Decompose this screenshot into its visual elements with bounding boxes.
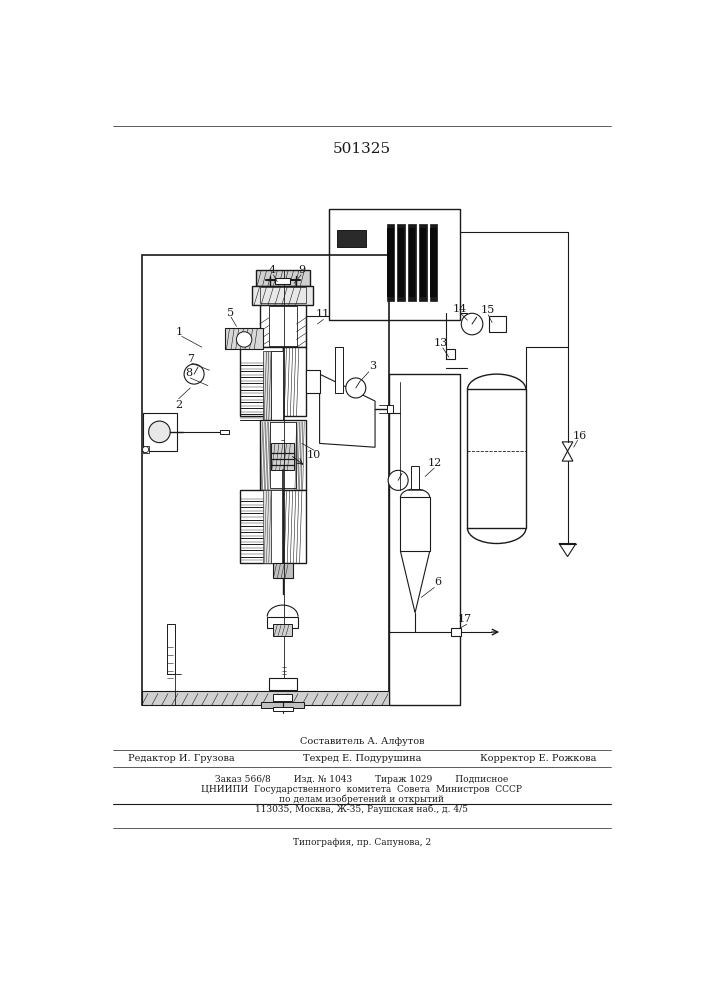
Bar [259,287,305,303]
Bar [305,370,320,393]
Bar [329,209,460,320]
Polygon shape [562,451,573,461]
Circle shape [346,378,366,398]
Bar [271,490,283,563]
Text: по делам изобретений и открытий: по делам изобретений и открытий [279,794,445,804]
Text: ЦНИИПИ  Государственного  комитета  Совета  Министров  СССР: ЦНИИПИ Государственного комитета Совета … [201,785,522,794]
Text: Типография, пр. Сапунова, 2: Типография, пр. Сапунова, 2 [293,838,431,847]
Text: 9: 9 [298,265,305,275]
Bar [273,563,293,578]
Text: 11: 11 [315,309,329,319]
Bar [446,349,455,359]
Bar [387,228,394,297]
Bar [420,228,426,297]
Text: Корректор Е. Рожкова: Корректор Е. Рожкова [480,754,597,763]
Text: 12: 12 [428,458,442,468]
Bar [398,228,404,297]
Bar [269,678,296,690]
Bar [264,351,283,420]
Bar [409,228,415,297]
Polygon shape [320,374,375,447]
Bar [225,328,264,349]
Bar [275,278,291,284]
Bar [411,466,419,489]
Bar [252,286,313,305]
Bar [167,624,175,674]
Bar [264,490,283,563]
Polygon shape [400,551,430,613]
Circle shape [388,470,408,490]
Bar [219,430,229,434]
Bar [240,347,283,416]
Bar [397,224,405,301]
Text: 113035, Москва, Ж-35, Раушская наб., д. 4/5: 113035, Москва, Ж-35, Раушская наб., д. … [255,804,469,814]
Text: 15: 15 [480,305,495,315]
Bar [274,624,292,636]
Bar [259,420,305,490]
Text: 16: 16 [573,431,587,441]
Text: 4: 4 [268,265,276,275]
Bar [271,443,294,470]
Circle shape [461,313,483,335]
Bar [387,224,395,301]
Polygon shape [559,544,576,557]
Circle shape [184,364,204,384]
Bar [335,347,343,393]
Text: 501325: 501325 [333,142,391,156]
Bar [271,351,283,420]
Text: 10: 10 [306,450,320,460]
Text: 1: 1 [176,327,183,337]
Text: 13: 13 [433,338,448,348]
Bar [141,691,389,705]
Bar [269,422,296,488]
Text: Техред Е. Подурушина: Техред Е. Подурушина [303,754,421,763]
Text: Редактор И. Грузова: Редактор И. Грузова [128,754,234,763]
Bar [400,497,430,551]
Text: 6: 6 [435,577,442,587]
Text: 14: 14 [452,304,467,314]
Bar [337,230,366,247]
Bar [256,270,310,286]
Text: 8: 8 [185,368,192,378]
Bar [273,707,293,711]
Bar [269,306,296,346]
Ellipse shape [400,489,430,506]
Text: Заказ 566/8        Изд. № 1043        Тираж 1029        Подписное: Заказ 566/8 Изд. № 1043 Тираж 1029 Подпи… [216,775,508,784]
Bar [489,316,506,332]
Bar [141,255,389,705]
Bar [261,702,304,708]
Bar [143,446,148,453]
Bar [274,694,292,701]
Text: 2: 2 [175,400,182,410]
Bar [431,228,437,297]
Text: 7: 7 [187,354,194,364]
Circle shape [143,446,148,453]
Bar [408,224,416,301]
Bar [419,224,426,301]
Bar [267,617,298,628]
Text: 5: 5 [228,308,235,318]
Text: Составитель А. Алфутов: Составитель А. Алфутов [300,737,424,746]
Bar [389,374,460,705]
Circle shape [236,332,252,347]
Text: 17: 17 [458,614,472,624]
Bar [143,413,177,451]
Bar [467,389,526,528]
Bar [387,405,393,413]
Bar [259,305,305,347]
Bar [240,490,283,563]
Bar [430,224,438,301]
Bar [450,628,461,636]
Bar [283,490,305,563]
Text: 3: 3 [369,361,376,371]
Polygon shape [562,442,573,451]
Circle shape [148,421,170,443]
Bar [283,347,305,416]
